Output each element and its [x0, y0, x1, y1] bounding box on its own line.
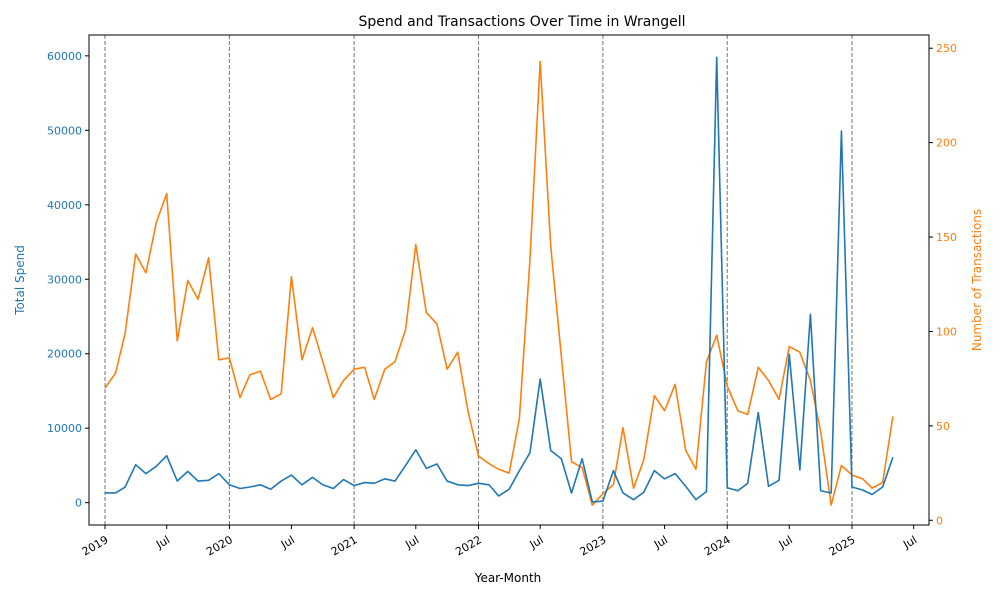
x-tick-label: Jul: [278, 533, 297, 551]
x-tick-label: Jul: [153, 533, 172, 551]
y-right-tick-label: 100: [936, 325, 957, 338]
y-axis-right-label: Number of Transactions: [970, 209, 984, 351]
y-left-tick-label: 20000: [47, 348, 82, 361]
y-right-tick-label: 250: [936, 42, 957, 55]
x-tick-label: Jul: [776, 533, 795, 551]
x-axis-label: Year-Month: [474, 571, 542, 585]
series-lines: [104, 56, 894, 506]
y-left-tick-label: 30000: [47, 273, 82, 286]
y-axis-left-label: Total Spend: [13, 245, 27, 316]
y-left-tick-label: 0: [75, 497, 82, 510]
plot-area-frame: [88, 34, 930, 526]
x-tick-label: Jul: [900, 533, 919, 551]
y-axis-right: 0 50 100 150 200 250: [929, 42, 957, 527]
x-tick-label: Jul: [527, 533, 546, 551]
x-tick-label: Jul: [651, 533, 670, 551]
x-tick-label: Jul: [402, 533, 421, 551]
y-left-tick-label: 50000: [47, 124, 82, 137]
y-right-tick-label: 0: [936, 514, 943, 527]
y-left-tick-label: 10000: [47, 422, 82, 435]
y-right-tick-label: 200: [936, 137, 957, 150]
y-axis-left: 0 10000 20000 30000 40000 50000 60000: [47, 50, 89, 510]
chart-title: Spend and Transactions Over Time in Wran…: [359, 14, 686, 30]
y-right-tick-label: 150: [936, 231, 957, 244]
y-left-tick-label: 60000: [47, 50, 82, 63]
year-boundary-lines: [104, 35, 853, 525]
y-right-tick-label: 50: [936, 420, 950, 433]
y-left-tick-label: 40000: [47, 199, 82, 212]
transactions-line: [104, 60, 894, 506]
total-spend-line: [105, 56, 894, 503]
